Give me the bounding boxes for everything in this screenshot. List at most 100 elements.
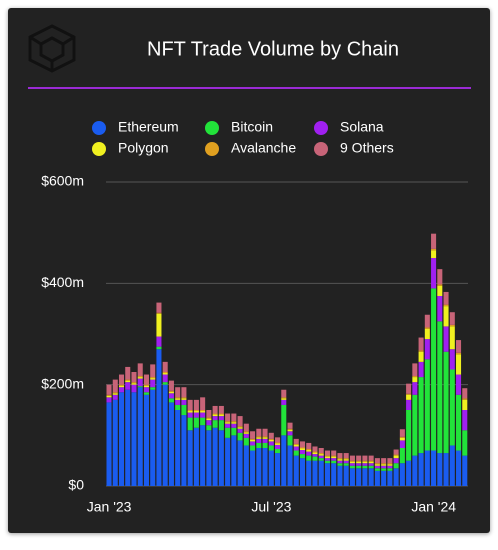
bar-segment bbox=[399, 436, 405, 438]
legend-swatch bbox=[314, 121, 328, 135]
bar-segment bbox=[162, 372, 168, 374]
bar-segment bbox=[112, 399, 118, 486]
bar-segment bbox=[125, 382, 131, 390]
bar-segment bbox=[337, 460, 343, 464]
chart-title: NFT Trade Volume by Chain bbox=[147, 38, 399, 60]
legend-label: Polygon bbox=[118, 140, 169, 156]
bar-segment bbox=[331, 456, 337, 459]
bar-segment bbox=[143, 387, 149, 393]
bar-segment bbox=[187, 417, 193, 431]
bar-segment bbox=[431, 450, 437, 486]
legend-swatch bbox=[92, 142, 106, 156]
bar-segment bbox=[212, 416, 218, 421]
bar-segment bbox=[125, 389, 131, 486]
bar-segment bbox=[237, 428, 243, 433]
bar-segment bbox=[399, 429, 405, 437]
bar-segment bbox=[118, 387, 125, 393]
bar-segment bbox=[443, 453, 449, 486]
bar-segment bbox=[299, 458, 306, 486]
legend-swatch bbox=[314, 142, 328, 156]
y-tick-label: $600m bbox=[41, 173, 84, 189]
bar-segment bbox=[112, 392, 118, 394]
bar-segment bbox=[306, 451, 312, 456]
bar-segment bbox=[112, 379, 118, 393]
bar-segment bbox=[337, 463, 343, 466]
bar-segment bbox=[175, 399, 181, 405]
bar-segment bbox=[306, 460, 312, 486]
bar-segment bbox=[368, 463, 374, 466]
bar-segment bbox=[168, 380, 174, 391]
bar-segment bbox=[412, 455, 418, 486]
bar-segment bbox=[150, 387, 156, 390]
bar-segment bbox=[406, 393, 412, 395]
bar-segment bbox=[131, 372, 137, 383]
bar-segment bbox=[143, 384, 149, 386]
bar-segment bbox=[212, 414, 218, 417]
bar-segment bbox=[206, 420, 212, 426]
legend-label: 9 Others bbox=[340, 140, 394, 156]
bar-segment bbox=[318, 454, 324, 456]
bar-segment bbox=[349, 455, 355, 461]
bar-segment bbox=[356, 460, 362, 462]
bar-segment bbox=[456, 450, 462, 486]
bar-segment bbox=[343, 453, 349, 459]
bar-segment bbox=[374, 458, 380, 464]
bar-segment bbox=[343, 463, 349, 466]
bar-segment bbox=[275, 453, 281, 486]
bar-segment bbox=[449, 349, 455, 370]
bar-segment bbox=[331, 463, 337, 486]
bar-segment bbox=[193, 399, 199, 410]
bar-segment bbox=[312, 460, 318, 486]
bar-segment bbox=[412, 382, 418, 395]
bar-segment bbox=[293, 455, 299, 486]
bar-segment bbox=[237, 432, 243, 441]
bar-segment bbox=[218, 416, 224, 421]
bar-segment bbox=[331, 458, 337, 461]
bar-segment bbox=[193, 411, 199, 413]
bar-segment bbox=[193, 427, 199, 486]
bar-segment bbox=[162, 373, 168, 375]
bar-segment bbox=[131, 392, 137, 486]
x-tick-label: Jan '23 bbox=[87, 499, 132, 515]
bar-segment bbox=[162, 382, 168, 385]
bar-segment bbox=[443, 351, 449, 454]
bar-segment bbox=[168, 390, 174, 392]
bar-segment bbox=[412, 394, 418, 456]
bar-segment bbox=[449, 324, 455, 327]
bar-segment bbox=[143, 385, 149, 388]
bar-segment bbox=[250, 445, 256, 451]
bar-segment bbox=[406, 399, 412, 410]
bar-segment bbox=[437, 321, 443, 454]
bar-segment bbox=[431, 258, 437, 289]
bar-segment bbox=[125, 379, 131, 381]
bar-segment bbox=[231, 422, 237, 424]
bar-segment bbox=[368, 455, 374, 461]
bar-segment bbox=[281, 435, 287, 486]
bar-segment bbox=[143, 394, 149, 486]
bar-segment bbox=[437, 285, 443, 296]
bar-segment bbox=[337, 465, 343, 486]
bar-segment bbox=[250, 441, 256, 446]
bar-segment bbox=[443, 306, 449, 327]
bar-segment bbox=[412, 363, 418, 377]
bar-segment bbox=[456, 340, 462, 353]
bar-segment bbox=[187, 411, 193, 413]
bar-segment bbox=[368, 460, 374, 462]
bar-segment bbox=[118, 392, 125, 486]
bar-segment bbox=[243, 433, 249, 438]
bar-segment bbox=[268, 441, 274, 446]
bar-segment bbox=[281, 404, 287, 436]
bar-segment bbox=[218, 405, 224, 414]
bar-segment bbox=[456, 394, 462, 451]
bar-segment bbox=[462, 398, 468, 400]
bar-segment bbox=[356, 461, 362, 464]
bar-segment bbox=[331, 460, 337, 464]
bar-segment bbox=[318, 455, 324, 459]
bar-segment bbox=[156, 302, 162, 313]
bar-segment bbox=[125, 366, 131, 380]
bar-segment bbox=[456, 352, 462, 355]
bar-segment bbox=[256, 428, 262, 437]
bar-segment bbox=[193, 417, 199, 428]
bar-segment bbox=[212, 405, 218, 414]
bar-segment bbox=[431, 288, 437, 451]
